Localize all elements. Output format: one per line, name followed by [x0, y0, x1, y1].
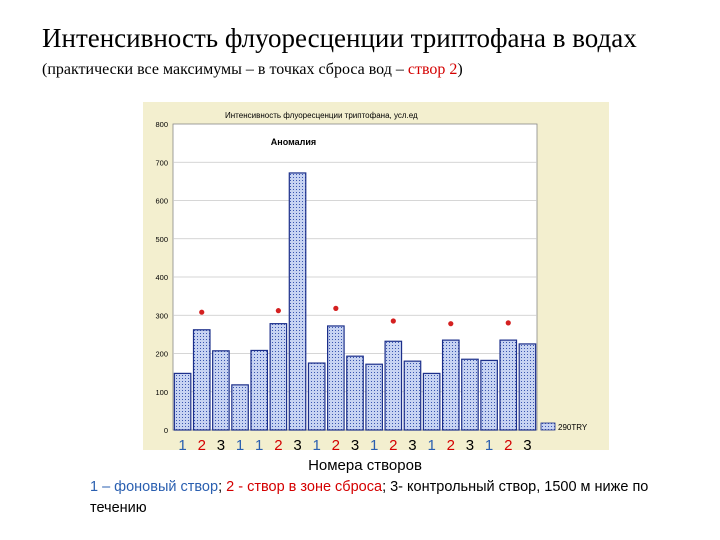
chart-title: Интенсивность флуоресценции триптофана, … [225, 111, 418, 120]
x-tick-label: 2 [389, 437, 397, 450]
subtitle-text: (практически все максимумы – в точках сб… [42, 61, 408, 78]
footnote-site-3: ; 3- контрольный створ, 1500 м ниже по т… [90, 479, 649, 516]
anomaly-annotation: Аномалия [271, 137, 316, 147]
x-tick-label: 3 [466, 437, 474, 450]
y-tick-label: 0 [164, 426, 168, 435]
x-tick-label: 1 [427, 437, 435, 450]
slide-title: Интенсивность флуоресценции триптофана в… [42, 23, 637, 53]
bar [192, 329, 211, 431]
x-tick-label: 1 [485, 437, 493, 450]
y-tick-labels: 0 100 200 300 400 500 600 700 800 [155, 120, 168, 435]
x-tick-label: 3 [523, 437, 531, 450]
red-point [333, 305, 339, 311]
y-tick-label: 600 [155, 197, 168, 206]
y-tick-label: 100 [155, 388, 168, 397]
y-tick-label: 700 [155, 158, 168, 167]
bar [499, 339, 518, 431]
bar [231, 384, 249, 431]
legend: 290TRY [540, 422, 588, 432]
bar [403, 360, 422, 431]
x-tick-label: 2 [447, 437, 455, 450]
bar [269, 323, 288, 431]
bar [173, 372, 192, 431]
bar [327, 325, 345, 431]
x-tick-label: 1 [370, 437, 378, 450]
red-point [390, 318, 396, 324]
bar [461, 358, 479, 431]
x-tick-label: 1 [313, 437, 321, 450]
gridlines [173, 161, 537, 393]
x-tick-label: 2 [504, 437, 512, 450]
y-tick-label: 200 [155, 350, 168, 359]
subtitle-highlight: створ 2 [407, 61, 458, 78]
x-tick-label: 3 [408, 437, 416, 450]
bar [384, 340, 403, 431]
red-point [199, 309, 205, 315]
y-tick-label: 800 [155, 120, 168, 129]
y-tick-label: 400 [155, 273, 168, 282]
red-points [199, 305, 511, 327]
bar [441, 339, 460, 431]
footnote: 1 – фоновый створ; 2 - створ в зоне сбро… [90, 477, 690, 519]
x-tick-label: 3 [351, 437, 359, 450]
red-point [448, 321, 454, 327]
x-tick-label: 2 [274, 437, 282, 450]
x-tick-label: 2 [332, 437, 340, 450]
x-tick-label: 3 [217, 437, 225, 450]
bar [480, 359, 498, 431]
footnote-site-1: 1 – фоновый створ [90, 479, 219, 495]
x-tick-label: 1 [255, 437, 263, 450]
bar [307, 362, 326, 431]
x-axis-title: Номера створов [308, 457, 422, 474]
bar [250, 349, 269, 431]
subtitle-end: ) [457, 61, 463, 78]
legend-swatch [540, 422, 556, 431]
bars [173, 172, 537, 431]
bar [212, 350, 230, 431]
bar [518, 343, 537, 431]
footnote-site-2: 2 - створ в зоне сброса [226, 479, 383, 495]
red-point [505, 320, 511, 326]
x-tick-label: 2 [198, 437, 206, 450]
slide-subtitle: (практически все максимумы – в точках сб… [42, 60, 463, 80]
y-tick-label: 300 [155, 311, 168, 320]
footnote-separator: ; [218, 479, 227, 495]
legend-label: 290TRY [558, 423, 588, 432]
bar [346, 355, 364, 431]
x-tick-label: 1 [178, 437, 186, 450]
bar [365, 363, 383, 431]
x-tick-label: 3 [293, 437, 301, 450]
x-tick-label: 1 [236, 437, 244, 450]
y-tick-label: 500 [155, 235, 168, 244]
bar [422, 372, 441, 431]
red-point [275, 308, 281, 314]
bar [288, 172, 307, 431]
